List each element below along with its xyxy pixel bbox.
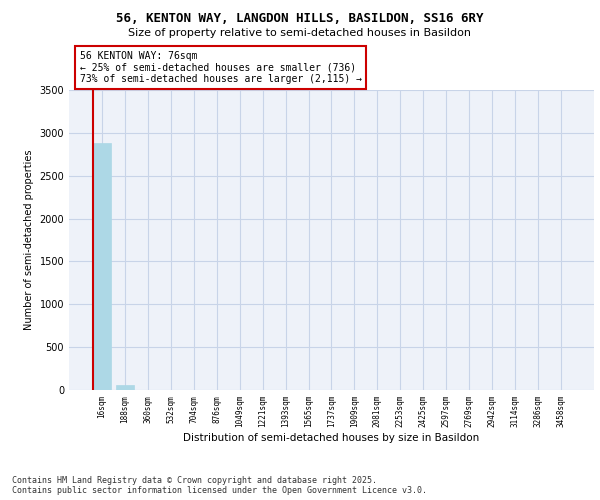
Text: 56 KENTON WAY: 76sqm
← 25% of semi-detached houses are smaller (736)
73% of semi: 56 KENTON WAY: 76sqm ← 25% of semi-detac… [79,51,361,84]
Text: Contains HM Land Registry data © Crown copyright and database right 2025.
Contai: Contains HM Land Registry data © Crown c… [12,476,427,495]
Text: 56, KENTON WAY, LANGDON HILLS, BASILDON, SS16 6RY: 56, KENTON WAY, LANGDON HILLS, BASILDON,… [116,12,484,26]
Bar [116,386,134,390]
Text: Size of property relative to semi-detached houses in Basildon: Size of property relative to semi-detach… [128,28,472,38]
Y-axis label: Number of semi-detached properties: Number of semi-detached properties [24,150,34,330]
Bar [93,142,111,390]
X-axis label: Distribution of semi-detached houses by size in Basildon: Distribution of semi-detached houses by … [184,433,479,443]
